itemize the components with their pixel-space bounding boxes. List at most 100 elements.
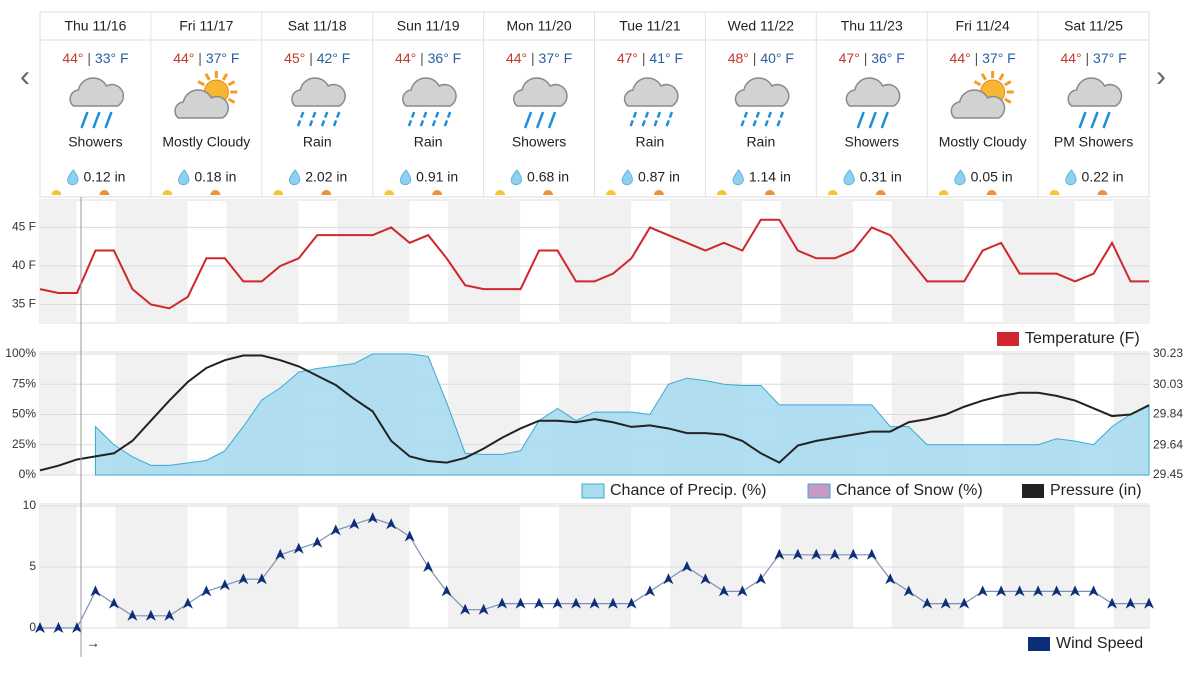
wind-marker	[90, 585, 101, 597]
temps: 47° | 36° F	[839, 50, 905, 66]
wind-marker	[829, 548, 840, 560]
night-band	[1002, 200, 1075, 323]
rain-streak	[104, 111, 113, 129]
y2-tick-label: 29.64	[1153, 438, 1183, 452]
sun-ray	[998, 73, 1005, 81]
legend-swatch	[807, 483, 831, 499]
wind-marker	[977, 585, 988, 597]
wind-marker	[626, 597, 637, 609]
sun-ray	[227, 80, 236, 87]
y-tick-label: 50%	[12, 407, 36, 421]
sunset-icon	[1097, 190, 1108, 195]
wind-marker	[478, 603, 489, 615]
condition: PM Showers	[1054, 134, 1133, 150]
rain-streak	[868, 111, 877, 129]
rain-streak	[523, 111, 533, 129]
rain-streak	[332, 111, 341, 129]
condition: Rain	[303, 134, 332, 150]
rain-streak	[739, 111, 749, 129]
condition: Mostly Cloudy	[162, 134, 250, 150]
area	[94, 353, 1150, 476]
night-band	[1113, 200, 1149, 323]
day-label: Fri 11/24	[956, 18, 1010, 34]
wind-marker	[164, 609, 175, 621]
weather-icon	[845, 77, 901, 129]
weather-icon	[402, 77, 457, 129]
drop-icon	[399, 169, 412, 186]
cloud	[845, 77, 901, 107]
separator: |	[527, 50, 538, 66]
precip-amount: 0.31 in	[860, 169, 902, 185]
cloud	[1067, 77, 1123, 107]
sun-ray	[980, 73, 987, 81]
y-tick-label: 0	[29, 620, 36, 634]
separator: |	[638, 50, 649, 66]
day-label: Sun 11/19	[397, 18, 460, 34]
drop-icon	[621, 169, 633, 186]
wind-marker	[515, 597, 526, 609]
rain-streak	[296, 111, 305, 129]
rain-streak	[775, 111, 785, 129]
rain-streak	[1102, 111, 1111, 129]
sunset-icon	[653, 190, 664, 195]
temps: 45° | 42° F	[284, 50, 350, 66]
high-temp: 44°	[950, 50, 971, 66]
drop-icon	[1065, 169, 1077, 186]
rain-streak	[535, 111, 545, 129]
separator: |	[305, 50, 316, 66]
y-tick-label: 75%	[12, 376, 36, 390]
current-wind-direction: →	[86, 635, 100, 651]
next-button[interactable]: ›	[1156, 60, 1166, 93]
weather-icon	[1067, 77, 1123, 129]
wind-marker	[219, 579, 230, 591]
rain-streak	[664, 111, 674, 129]
rain-streak	[308, 111, 317, 129]
line	[39, 354, 1150, 472]
wind-marker	[922, 597, 933, 609]
sunrise-icon	[495, 190, 506, 195]
prev-button[interactable]: ‹	[20, 60, 30, 93]
wind-marker	[256, 573, 267, 585]
rain-streak	[547, 111, 557, 129]
drop-icon	[67, 169, 79, 186]
wind-marker	[238, 573, 249, 585]
night-band	[226, 200, 299, 323]
condition: Showers	[68, 134, 122, 150]
condition: Rain	[746, 134, 775, 150]
low-temp: 40° F	[760, 50, 794, 66]
cloud	[402, 77, 457, 107]
weather-icon	[950, 71, 1014, 119]
wind-marker	[330, 524, 341, 536]
wind-marker	[644, 585, 655, 597]
wind-marker	[700, 573, 711, 585]
wind-marker	[903, 585, 914, 597]
wind-marker	[53, 622, 64, 633]
wind-marker	[386, 518, 397, 530]
wind-marker	[1033, 585, 1044, 597]
wind-marker	[71, 622, 82, 633]
high-temp: 44°	[1060, 50, 1081, 66]
high-temp: 44°	[506, 50, 527, 66]
temps: 48° | 40° F	[728, 50, 794, 66]
sunrise-icon	[273, 190, 284, 195]
wind-marker	[718, 585, 729, 597]
wind-marker	[940, 597, 951, 609]
wind-marker	[607, 597, 618, 609]
night-band	[337, 504, 410, 628]
line	[39, 218, 1149, 310]
day-label: Wed 11/22	[728, 18, 795, 34]
wind-marker	[737, 585, 748, 597]
separator: |	[194, 50, 205, 66]
y-tick-label: 45 F	[12, 220, 36, 234]
day-label: Sat 11/18	[288, 18, 347, 34]
rain-streak	[640, 111, 650, 129]
wind-marker	[367, 512, 378, 524]
wind-marker	[552, 597, 563, 609]
wind-marker	[663, 573, 674, 585]
night-band	[559, 200, 632, 323]
night-band	[669, 200, 742, 323]
wind-marker	[959, 597, 970, 609]
rain-streak	[430, 111, 440, 129]
precip-amount: 2.02 in	[305, 169, 347, 185]
day-label: Thu 11/16	[64, 18, 126, 34]
